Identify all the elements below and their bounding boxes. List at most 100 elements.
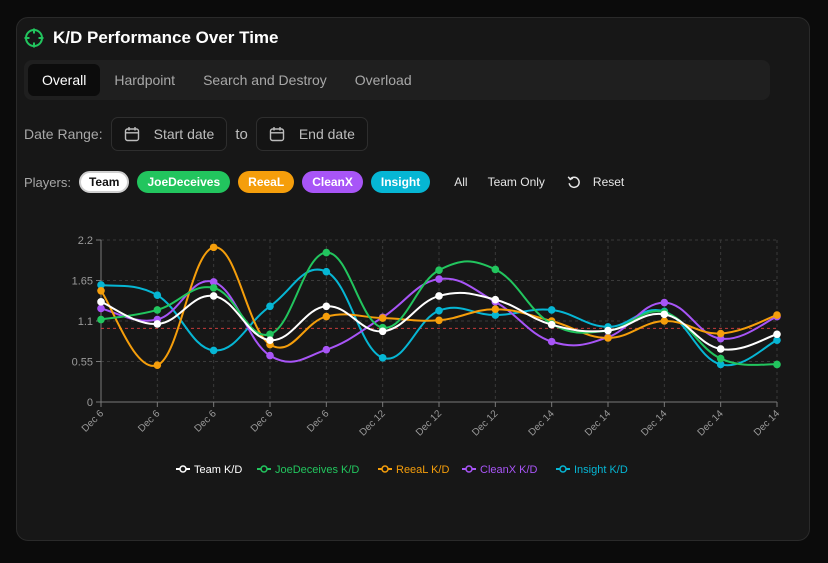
x-tick-label: Dec 12 (470, 408, 500, 438)
data-point-team-k-d (491, 295, 500, 304)
date-range-label: Date Range: (24, 126, 103, 142)
legend-label-cleanx-k-d: CleanX K/D (480, 464, 538, 476)
legend-label-team-k-d: Team K/D (194, 464, 242, 476)
data-point-joedeceives-k-d (153, 306, 162, 314)
data-point-cleanx-k-d (547, 337, 556, 346)
data-point-team-k-d (97, 298, 105, 306)
legend-marker-joedeceives-k-d (260, 465, 268, 473)
calendar-icon (124, 127, 139, 142)
start-date-picker[interactable]: Start date (110, 117, 228, 151)
tab-search-and-destroy[interactable]: Search and Destroy (203, 72, 327, 88)
legend-label-reeal-k-d: ReeaL K/D (396, 464, 449, 476)
legend-marker-insight-k-d (559, 465, 567, 473)
data-point-joedeceives-k-d (716, 354, 725, 363)
y-tick-label: 1.65 (72, 276, 93, 288)
y-tick-label: 0 (87, 397, 93, 409)
data-point-joedeceives-k-d (97, 315, 105, 324)
legend-label-insight-k-d: Insight K/D (574, 464, 628, 476)
player-chip-insight[interactable]: Insight (370, 171, 431, 193)
data-point-insight-k-d (547, 306, 556, 314)
data-point-reeal-k-d (773, 311, 781, 319)
page-title: K/D Performance Over Time (53, 28, 279, 47)
data-point-insight-k-d (209, 346, 218, 355)
date-range-row: Date Range: Start date to End date (24, 117, 368, 151)
data-point-insight-k-d (773, 336, 781, 344)
data-point-insight-k-d (491, 311, 500, 319)
x-tick-label: Dec 14 (527, 408, 557, 438)
data-point-reeal-k-d (716, 329, 725, 338)
data-point-insight-k-d (266, 302, 274, 311)
data-point-reeal-k-d (209, 243, 218, 252)
data-point-insight-k-d (97, 281, 105, 289)
legend-marker-team-k-d (179, 465, 187, 473)
y-tick-label: 2.2 (78, 235, 93, 247)
data-point-reeal-k-d (660, 317, 669, 325)
kd-performance-card (16, 17, 810, 541)
calendar-icon (269, 127, 285, 142)
data-point-insight-k-d (322, 267, 331, 276)
data-point-joedeceives-k-d (322, 248, 331, 257)
data-point-team-k-d (266, 336, 274, 344)
data-point-insight-k-d (153, 291, 162, 300)
data-point-team-k-d (604, 326, 612, 335)
x-tick-label: Dec 14 (639, 408, 669, 438)
mode-tabs: Overall Hardpoint Search and Destroy Ove… (24, 60, 770, 100)
y-tick-label: 1.1 (78, 316, 93, 328)
x-tick-label: Dec 6 (249, 408, 276, 435)
players-filter-row: Players: Team JoeDeceives ReeaL CleanX I… (24, 171, 624, 193)
data-point-joedeceives-k-d (435, 266, 443, 274)
y-tick-label: 0.55 (72, 357, 93, 369)
data-point-insight-k-d (716, 360, 725, 369)
reset-label: Reset (592, 175, 625, 189)
data-point-joedeceives-k-d (209, 284, 218, 292)
player-chip-cleanx[interactable]: CleanX (302, 171, 363, 193)
data-point-joedeceives-k-d (773, 360, 781, 369)
data-point-cleanx-k-d (435, 275, 443, 283)
data-point-reeal-k-d (435, 316, 443, 325)
data-point-cleanx-k-d (322, 345, 331, 354)
x-tick-label: Dec 14 (696, 408, 726, 438)
x-tick-label: Dec 12 (358, 408, 388, 438)
data-point-team-k-d (153, 320, 162, 328)
end-date-placeholder: End date (298, 126, 355, 142)
data-point-team-k-d (716, 345, 725, 353)
date-separator: to (235, 125, 248, 143)
crosshair-icon (24, 28, 44, 48)
data-point-team-k-d (209, 292, 218, 300)
card-header: K/D Performance Over Time (24, 28, 279, 48)
end-date-picker[interactable]: End date (255, 117, 368, 151)
data-point-cleanx-k-d (660, 298, 669, 307)
x-tick-label: Dec 6 (80, 408, 107, 435)
data-point-reeal-k-d (604, 334, 612, 342)
data-point-team-k-d (378, 327, 387, 336)
x-tick-label: Dec 6 (136, 408, 163, 435)
data-point-team-k-d (660, 310, 669, 319)
data-point-insight-k-d (435, 306, 443, 315)
select-all-button[interactable]: All (454, 175, 468, 189)
data-point-reeal-k-d (322, 312, 331, 321)
tab-overall[interactable]: Overall (28, 64, 101, 96)
team-only-button[interactable]: Team Only (487, 175, 545, 189)
data-point-reeal-k-d (491, 305, 500, 314)
x-tick-label: Dec 6 (305, 408, 332, 435)
data-point-reeal-k-d (153, 361, 162, 369)
reset-icon (567, 176, 580, 189)
data-point-reeal-k-d (378, 314, 387, 322)
x-tick-label: Dec 14 (752, 408, 782, 438)
data-point-team-k-d (435, 292, 443, 300)
data-point-joedeceives-k-d (266, 330, 274, 339)
x-tick-label: Dec 12 (414, 408, 444, 438)
data-point-team-k-d (322, 302, 331, 311)
data-point-insight-k-d (378, 354, 387, 362)
player-chip-joedeceives[interactable]: JoeDeceives (137, 171, 231, 193)
player-chip-team[interactable]: Team (78, 171, 130, 193)
tab-hardpoint[interactable]: Hardpoint (114, 72, 176, 88)
reset-button[interactable]: Reset (567, 175, 624, 189)
legend-marker-cleanx-k-d (465, 465, 473, 473)
x-tick-label: Dec 6 (193, 408, 220, 435)
legend-label-joedeceives-k-d: JoeDeceives K/D (275, 464, 359, 476)
player-chip-reeal[interactable]: ReeaL (238, 171, 295, 193)
tab-overload[interactable]: Overload (354, 72, 412, 88)
data-point-reeal-k-d (97, 287, 105, 295)
